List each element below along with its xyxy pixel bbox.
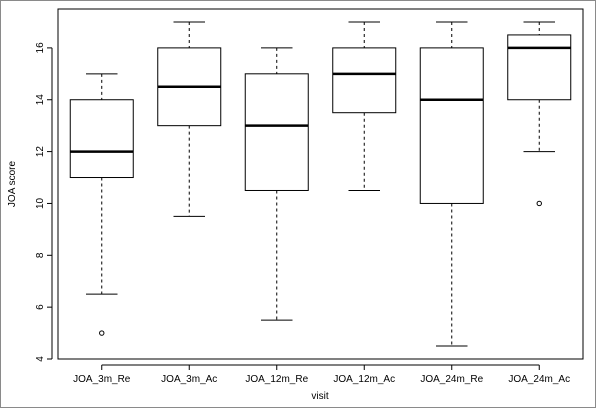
x-axis-title: visit [311, 391, 328, 402]
y-tick-label: 6 [35, 304, 46, 310]
boxes-group [69, 21, 572, 347]
box-JOA_24m_Ac [507, 21, 572, 207]
x-tick-label: JOA_3m_Re [73, 374, 131, 385]
x-tick-label: JOA_24m_Ac [508, 374, 570, 385]
outlier-point [536, 200, 542, 207]
y-tick-label: 10 [35, 197, 46, 209]
plot-area-border [57, 8, 584, 360]
x-tick-label: JOA_24m_Re [420, 374, 483, 385]
y-tick-label: 4 [35, 356, 46, 362]
box-JOA_12m_Ac [332, 21, 397, 191]
iqr-box [332, 47, 397, 114]
y-axis: 4 6 8 10 12 14 16 [35, 42, 53, 362]
y-tick-label: 8 [35, 252, 46, 258]
box-JOA_3m_Ac [157, 21, 222, 217]
y-tick-label: 14 [35, 94, 46, 106]
box-JOA_12m_Re [244, 47, 309, 321]
x-tick-label: JOA_3m_Ac [161, 374, 217, 385]
outlier-point [99, 330, 105, 336]
x-tick-label: JOA_12m_Re [245, 374, 308, 385]
iqr-box [69, 99, 134, 179]
x-axis: JOA_3m_Re JOA_3m_Ac JOA_12m_Re JOA_12m_Ac JO… [73, 364, 570, 385]
iqr-box [244, 73, 309, 191]
box-JOA_3m_Re [69, 73, 134, 336]
y-tick-label: 12 [35, 146, 46, 158]
y-tick-label: 16 [35, 42, 46, 54]
y-axis-title: JOA score [7, 161, 18, 208]
iqr-box [507, 34, 572, 101]
box-JOA_24m_Re [419, 21, 484, 347]
iqr-box [419, 47, 484, 204]
x-tick-label: JOA_12m_Ac [333, 374, 395, 385]
